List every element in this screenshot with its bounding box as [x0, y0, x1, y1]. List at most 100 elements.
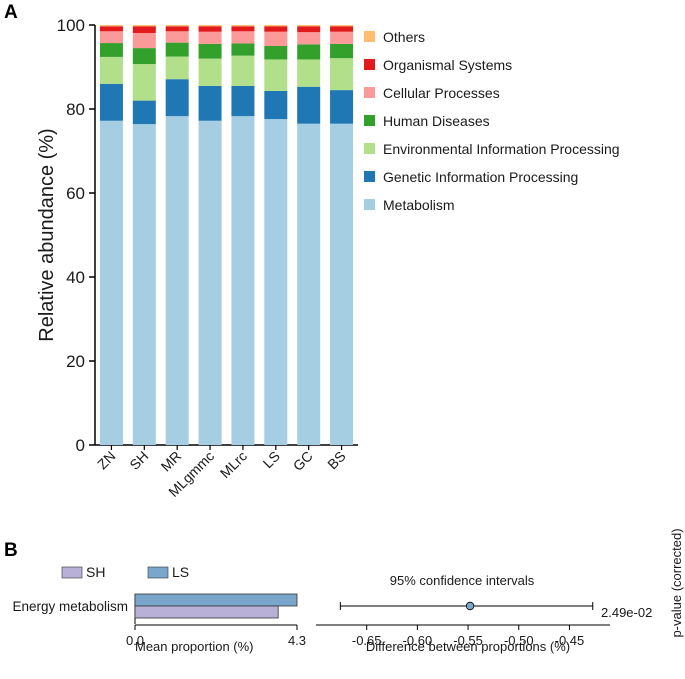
group-label-ls: LS [172, 564, 189, 580]
bar-segment-ls-others [264, 25, 288, 27]
bar-segment-mlrc-genetic-information-processing [231, 85, 255, 117]
bar-segment-sh-human-diseases [132, 48, 156, 65]
bar-segment-gc-metabolism [297, 123, 321, 445]
bar-segment-sh-cellular-processes [132, 32, 156, 49]
bar-segment-mlrc-cellular-processes [231, 31, 255, 44]
bar-segment-zn-metabolism [99, 120, 123, 445]
bar-segment-bs-metabolism [330, 123, 354, 445]
legend-label-human-diseases: Human Diseases [383, 113, 490, 129]
bar-segment-bs-genetic-information-processing [330, 90, 354, 124]
legend: Others Organismal Systems Cellular Process… [364, 29, 620, 213]
bar-segment-mlrc-metabolism [231, 116, 255, 445]
bar-segment-ls-environmental-information-processing [264, 59, 288, 91]
bar-segment-gc-organismal-systems [297, 26, 321, 33]
difference-axis-label: Difference between proportions (%) [366, 639, 570, 654]
x-tick-label-mlrc: MLrc [217, 448, 250, 481]
mean-bar-ls [134, 593, 298, 607]
ci-x-tick-label-4: -0.45 [555, 633, 585, 648]
group-label-sh: SH [86, 564, 105, 580]
x-tick-label-gc: GC [290, 448, 316, 474]
y-tick-label-60: 60 [66, 184, 85, 203]
bar-segment-gc-human-diseases [297, 44, 321, 60]
legend-label-genetic-information-processing: Genetic Information Processing [383, 169, 578, 185]
bar-segment-mlgmmc-cellular-processes [198, 31, 222, 44]
y-tick-label-100: 100 [57, 16, 85, 35]
legend-swatch-environmental-information-processing [364, 143, 375, 154]
mean-proportion-axis-label: Mean proportion (%) [135, 639, 254, 654]
bar-segment-bs-human-diseases [330, 43, 354, 59]
bar-segment-bs-others [330, 25, 354, 27]
bar-segment-ls-metabolism [264, 119, 288, 445]
bar-segment-bs-cellular-processes [330, 31, 354, 44]
bar-segment-mr-environmental-information-processing [165, 56, 189, 80]
bar-segment-sh-metabolism [132, 124, 156, 446]
x-tick-label-sh: SH [126, 448, 151, 473]
y-tick-label-80: 80 [66, 100, 85, 119]
feature-label: Energy metabolism [12, 599, 128, 614]
mean-x-tick-label-4-3: 4.3 [288, 633, 306, 648]
bar-segment-mr-human-diseases [165, 42, 189, 57]
ci-point-estimate [465, 601, 475, 611]
ci-x-tick-label-0: -0.65 [352, 633, 382, 648]
bar-segment-mr-cellular-processes [165, 31, 189, 43]
bar-segment-mr-others [165, 25, 189, 27]
legend-swatch-cellular-processes [364, 87, 375, 98]
bar-segment-mlgmmc-metabolism [198, 120, 222, 445]
bar-segment-mlrc-environmental-information-processing [231, 55, 255, 86]
group-swatch-ls [147, 566, 169, 579]
mean-bar-sh [134, 605, 279, 619]
bar-segment-mlgmmc-environmental-information-processing [198, 58, 222, 86]
legend-swatch-others [364, 31, 375, 42]
mean-x-tick-label-0-0: 0.0 [126, 633, 144, 648]
legend-swatch-genetic-information-processing [364, 171, 375, 182]
ci-title: 95% confidence intervals [390, 573, 535, 588]
panel-a-label: A [4, 2, 18, 23]
bar-segment-bs-environmental-information-processing [330, 58, 354, 91]
bar-segment-mr-metabolism [165, 116, 189, 445]
bar-segment-mlgmmc-human-diseases [198, 43, 222, 59]
bar-segment-sh-environmental-information-processing [132, 64, 156, 101]
bar-segment-ls-cellular-processes [264, 31, 288, 46]
y-tick-label-0: 0 [76, 436, 85, 455]
bar-segment-sh-genetic-information-processing [132, 100, 156, 125]
bar-segment-zn-cellular-processes [99, 31, 123, 44]
legend-swatch-human-diseases [364, 115, 375, 126]
bar-segment-mlrc-human-diseases [231, 43, 255, 56]
legend-swatch-metabolism [364, 199, 375, 210]
bar-segment-ls-genetic-information-processing [264, 90, 288, 120]
bar-segment-zn-human-diseases [99, 43, 123, 57]
legend-label-organismal-systems: Organismal Systems [383, 57, 512, 73]
bar-segment-ls-organismal-systems [264, 26, 288, 32]
ci-x-tick-label-1: -0.60 [403, 633, 433, 648]
bar-segment-mr-organismal-systems [165, 26, 189, 32]
y-tick-label-40: 40 [66, 268, 85, 287]
legend-label-others: Others [383, 29, 425, 45]
bar-segment-bs-organismal-systems [330, 26, 354, 32]
legend-swatch-organismal-systems [364, 59, 375, 70]
ci-x-tick-label-2: -0.55 [453, 633, 483, 648]
bar-segment-gc-others [297, 25, 321, 27]
x-tick-label-mr: MR [158, 448, 185, 475]
bar-segment-gc-genetic-information-processing [297, 86, 321, 124]
y-axis-label: Relative abundance (%) [36, 128, 58, 341]
bar-segment-zn-organismal-systems [99, 26, 123, 32]
bar-segment-zn-environmental-information-processing [99, 56, 123, 84]
bar-segment-mlgmmc-genetic-information-processing [198, 85, 222, 121]
y-tick-label-20: 20 [66, 352, 85, 371]
bar-segment-mr-genetic-information-processing [165, 79, 189, 117]
bar-segment-ls-human-diseases [264, 46, 288, 60]
x-tick-label-bs: BS [324, 448, 349, 473]
bar-segment-gc-environmental-information-processing [297, 59, 321, 87]
legend-label-metabolism: Metabolism [383, 197, 455, 213]
legend-label-environmental-information-processing: Environmental Information Processing [383, 141, 620, 157]
panel-b-label: B [4, 540, 18, 561]
bar-segment-mlgmmc-organismal-systems [198, 26, 222, 32]
bar-segment-zn-genetic-information-processing [99, 83, 123, 121]
bar-segment-mlrc-others [231, 25, 255, 27]
p-value: 2.49e-02 [601, 605, 652, 620]
group-swatch-sh [61, 566, 83, 579]
bar-segment-sh-others [132, 25, 156, 27]
bar-segment-mlgmmc-others [198, 25, 222, 27]
